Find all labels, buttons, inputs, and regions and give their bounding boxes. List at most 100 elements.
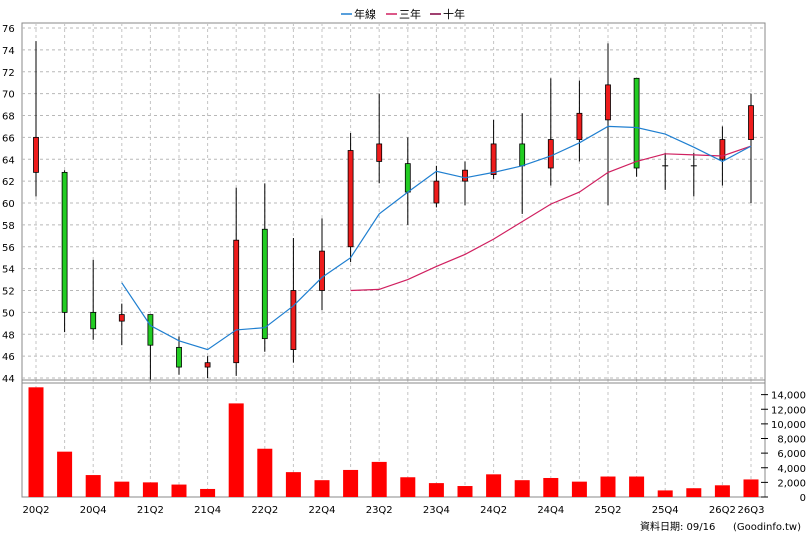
x-tick-label: 20Q4 <box>80 505 107 516</box>
volume-bar <box>600 476 616 497</box>
candle-body <box>433 180 440 204</box>
candle-body <box>490 143 497 175</box>
volume-bar <box>686 488 702 497</box>
year-line <box>121 125 752 351</box>
x-tick-label: 25Q2 <box>595 505 622 516</box>
x-tick-label: 21Q4 <box>194 505 221 516</box>
volume-tick-label: 4,000 <box>777 464 806 475</box>
volume-bar <box>514 480 530 497</box>
x-tick-label: 23Q4 <box>423 505 450 516</box>
x-tick-label: 22Q2 <box>251 505 278 516</box>
candle-body <box>748 105 754 140</box>
candle-body <box>290 290 297 350</box>
x-tick-label: 20Q2 <box>23 505 50 516</box>
volume-frame <box>21 379 766 498</box>
price-tick-label: 54 <box>2 265 15 276</box>
candle <box>662 152 669 190</box>
volume-tick-label: 14,000 <box>771 391 806 402</box>
price-panel: 44 46 48 50 52 54 56 58 60 62 64 66 68 70 72 74 76 <box>2 22 766 385</box>
volume-bar <box>714 485 730 497</box>
volume-bar <box>486 474 502 497</box>
price-tick-label: 58 <box>2 221 15 232</box>
candle-body <box>547 139 554 169</box>
price-tick-label: 50 <box>2 308 15 319</box>
volume-bar <box>257 448 273 497</box>
legend-label-year: 年線 <box>354 7 376 21</box>
candle <box>233 187 240 376</box>
candle-body <box>347 150 354 248</box>
candle-body <box>519 143 526 167</box>
candle <box>490 119 497 179</box>
volume-bar <box>285 472 301 497</box>
price-tick-label: 72 <box>2 68 15 79</box>
candle-body <box>605 84 611 121</box>
volume-bar <box>743 479 759 497</box>
three-year-line <box>350 145 752 292</box>
volume-bar <box>371 461 387 497</box>
candle <box>404 137 411 225</box>
candle-body <box>147 314 154 346</box>
volume-bar <box>571 481 587 497</box>
candle <box>519 113 526 214</box>
volume-bar <box>114 481 130 497</box>
volume-panel: 0 2,000 4,000 6,000 8,000 10,000 12,000 14,000 <box>21 379 806 504</box>
price-tick-label: 74 <box>2 46 15 57</box>
price-tick-label: 76 <box>2 24 15 35</box>
x-tick-label: 24Q2 <box>480 505 507 516</box>
volume-tick-label: 8,000 <box>777 435 806 446</box>
volume-bar <box>28 387 44 497</box>
candle-body <box>576 112 583 140</box>
candle <box>605 43 611 206</box>
volume-bar <box>343 469 359 497</box>
candle-body <box>118 314 125 322</box>
candle <box>748 93 754 203</box>
x-axis: 20Q2 20Q4 21Q2 21Q4 22Q2 22Q4 23Q2 23Q4 24Q2 24Q4… <box>23 505 765 516</box>
candle-body <box>319 250 325 291</box>
footer-source: (Goodinfo.tw) <box>733 522 801 533</box>
volume-bar <box>314 480 330 497</box>
volume-bar <box>457 486 473 497</box>
volume-tick-label: 6,000 <box>777 449 806 460</box>
candle-body <box>233 239 240 364</box>
price-tick-label: 60 <box>2 199 15 210</box>
volume-bar <box>171 484 187 497</box>
volume-bar <box>428 483 444 497</box>
x-tick-label: 25Q4 <box>652 505 679 516</box>
candle-body <box>376 143 383 162</box>
candle <box>433 165 440 208</box>
volume-tick-label: 2,000 <box>777 478 806 489</box>
volume-tick-label: 12,000 <box>771 405 806 416</box>
volume-tick-label: 10,000 <box>771 420 806 431</box>
candle-body <box>404 163 411 193</box>
candle-body <box>204 362 211 368</box>
volume-bar <box>57 451 73 497</box>
candle-body <box>719 139 726 160</box>
candle <box>690 152 697 197</box>
candle-body <box>61 171 68 313</box>
candle <box>319 218 325 311</box>
candle-body <box>176 346 182 368</box>
x-tick-label: 23Q2 <box>366 505 393 516</box>
candle-body <box>633 77 640 169</box>
x-tick-label: 26Q3 <box>738 505 765 516</box>
price-tick-label: 44 <box>2 374 15 385</box>
price-tick-label: 66 <box>2 133 15 144</box>
x-tick-label: 24Q4 <box>537 505 564 516</box>
volume-tick-label: 0 <box>800 493 806 504</box>
candle-body <box>462 169 468 182</box>
footer-date: 資料日期: 09/16 <box>640 520 715 533</box>
volume-bar <box>400 477 416 497</box>
volume-bar <box>228 403 244 497</box>
x-tick-label: 26Q2 <box>709 505 736 516</box>
candle <box>347 133 354 263</box>
candle-body <box>261 228 268 340</box>
candle <box>90 259 97 340</box>
volume-bar <box>200 488 216 497</box>
x-tick-label: 22Q4 <box>309 505 336 516</box>
candle <box>118 303 125 346</box>
candle <box>290 238 297 363</box>
legend: 年線 三年 十年 <box>341 7 465 21</box>
candle-body <box>33 136 39 173</box>
price-tick-label: 48 <box>2 330 15 341</box>
